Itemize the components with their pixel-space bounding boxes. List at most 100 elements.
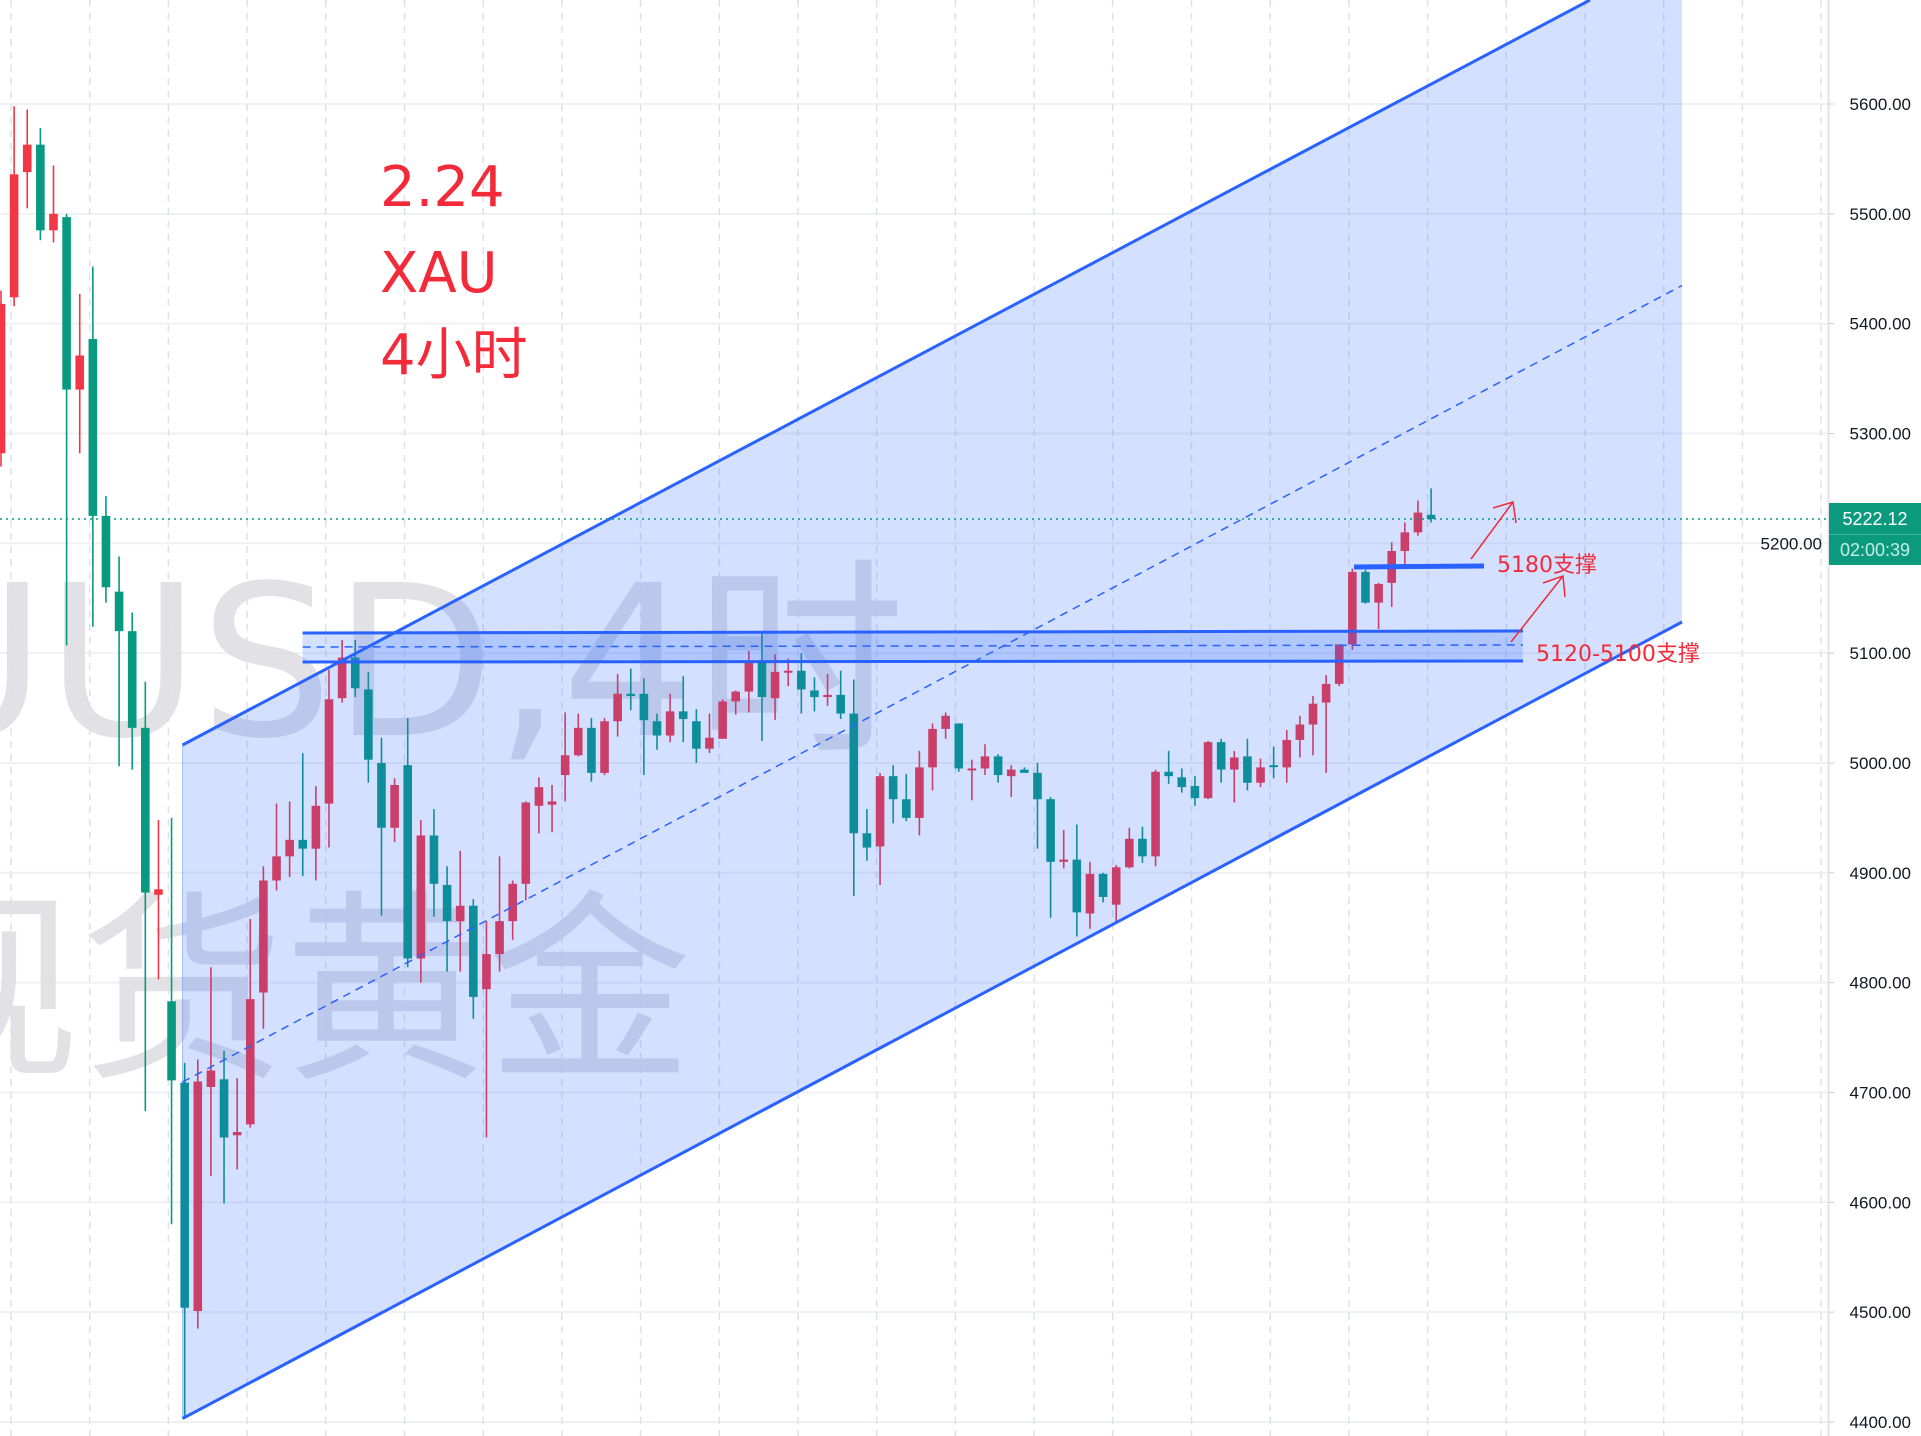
candle-down[interactable]: [141, 681, 150, 1112]
candle-up[interactable]: [665, 693, 675, 743]
candle-up[interactable]: [75, 294, 85, 454]
candle-down[interactable]: [639, 678, 649, 776]
channel-upper-line[interactable]: [181, 0, 1591, 747]
candle-down[interactable]: [692, 709, 701, 763]
candle-down[interactable]: [1138, 826, 1147, 863]
candle-up[interactable]: [560, 712, 570, 802]
candle-down[interactable]: [127, 612, 137, 770]
candle-up[interactable]: [206, 967, 216, 1176]
candle-down[interactable]: [626, 668, 636, 711]
candle-down[interactable]: [849, 679, 859, 896]
candle-down[interactable]: [810, 677, 819, 712]
candle-up[interactable]: [823, 674, 832, 706]
candle-down[interactable]: [993, 754, 1003, 783]
candle-down[interactable]: [1164, 750, 1173, 784]
candle-down[interactable]: [429, 809, 439, 917]
candle-up[interactable]: [521, 801, 531, 901]
candle-up[interactable]: [1400, 522, 1410, 566]
candle-up[interactable]: [324, 669, 334, 848]
candle-up[interactable]: [1321, 675, 1331, 773]
candle-up[interactable]: [613, 674, 622, 737]
candle-down[interactable]: [678, 676, 688, 743]
candle-up[interactable]: [9, 106, 19, 307]
candle-down[interactable]: [167, 817, 176, 1225]
candle-down[interactable]: [757, 633, 767, 742]
candle-up[interactable]: [482, 921, 491, 1138]
candle-down[interactable]: [1020, 767, 1029, 773]
candle-up[interactable]: [1348, 568, 1357, 650]
candle-up[interactable]: [534, 777, 544, 834]
candle-up[interactable]: [245, 918, 255, 1128]
candle-down[interactable]: [1190, 776, 1200, 806]
candle-up[interactable]: [259, 866, 268, 1029]
candle-up[interactable]: [1256, 758, 1265, 788]
candle-up[interactable]: [1308, 695, 1318, 756]
candle-up[interactable]: [915, 750, 924, 836]
candle-down[interactable]: [797, 653, 806, 714]
candle-down[interactable]: [1243, 738, 1252, 791]
candle-up[interactable]: [311, 786, 321, 881]
channel-lower-line[interactable]: [181, 620, 1683, 1420]
candle-up[interactable]: [1334, 644, 1344, 687]
candle-down[interactable]: [114, 556, 124, 767]
candle-up[interactable]: [547, 784, 557, 833]
candle-up[interactable]: [22, 109, 32, 209]
candle-down[interactable]: [1072, 824, 1082, 937]
candle-up[interactable]: [1413, 500, 1423, 536]
candle-up[interactable]: [455, 850, 465, 972]
candle-up[interactable]: [495, 856, 504, 972]
candle-up[interactable]: [875, 772, 885, 885]
candle-up[interactable]: [154, 820, 163, 980]
candle-down[interactable]: [364, 671, 373, 783]
candle-down[interactable]: [88, 266, 98, 627]
candle-up[interactable]: [1295, 715, 1305, 758]
candle-up[interactable]: [941, 712, 950, 739]
candle-down[interactable]: [180, 1062, 189, 1419]
candle-up[interactable]: [928, 723, 937, 791]
candle-up[interactable]: [718, 699, 727, 739]
candle-up[interactable]: [1006, 765, 1016, 798]
candle-up[interactable]: [193, 1059, 203, 1329]
candle-up[interactable]: [0, 290, 6, 467]
candle-up[interactable]: [1203, 741, 1213, 800]
candle-down[interactable]: [1361, 569, 1370, 604]
candle-up[interactable]: [272, 803, 281, 891]
candle-down[interactable]: [101, 496, 111, 603]
candle-down[interactable]: [1216, 738, 1226, 783]
candle-up[interactable]: [285, 801, 294, 878]
candle-up[interactable]: [980, 744, 990, 776]
candle-down[interactable]: [36, 128, 45, 241]
candle-up[interactable]: [232, 1078, 242, 1170]
candle-up[interactable]: [1229, 750, 1239, 803]
candle-down[interactable]: [442, 866, 452, 972]
candle-up[interactable]: [1111, 865, 1121, 923]
candle-down[interactable]: [403, 717, 413, 968]
support-zone-bottom[interactable]: [302, 659, 1524, 664]
candle-down[interactable]: [901, 773, 911, 822]
candle-up[interactable]: [573, 713, 583, 757]
channel-mid-line[interactable]: [182, 284, 1683, 1083]
candle-down[interactable]: [1046, 797, 1055, 918]
candle-up[interactable]: [1085, 861, 1095, 929]
candle-up[interactable]: [731, 690, 741, 715]
candle-up[interactable]: [600, 717, 609, 776]
candle-down[interactable]: [954, 723, 964, 772]
candle-down[interactable]: [652, 713, 662, 750]
candle-down[interactable]: [62, 213, 71, 646]
candle-down[interactable]: [350, 639, 360, 698]
candle-down[interactable]: [1177, 768, 1187, 793]
candle-up[interactable]: [770, 654, 780, 721]
candle-down[interactable]: [469, 899, 478, 1019]
candle-down[interactable]: [888, 765, 898, 824]
candle-up[interactable]: [1059, 829, 1069, 869]
candle-down[interactable]: [219, 1050, 229, 1204]
candle-up[interactable]: [705, 713, 714, 754]
support-zone-top[interactable]: [302, 629, 1524, 635]
price-axis[interactable]: [1828, 0, 1921, 1436]
candle-down[interactable]: [1269, 746, 1278, 779]
candle-up[interactable]: [49, 165, 58, 243]
candle-down[interactable]: [862, 809, 872, 861]
candle-down[interactable]: [1098, 872, 1108, 903]
candle-down[interactable]: [1426, 488, 1436, 523]
